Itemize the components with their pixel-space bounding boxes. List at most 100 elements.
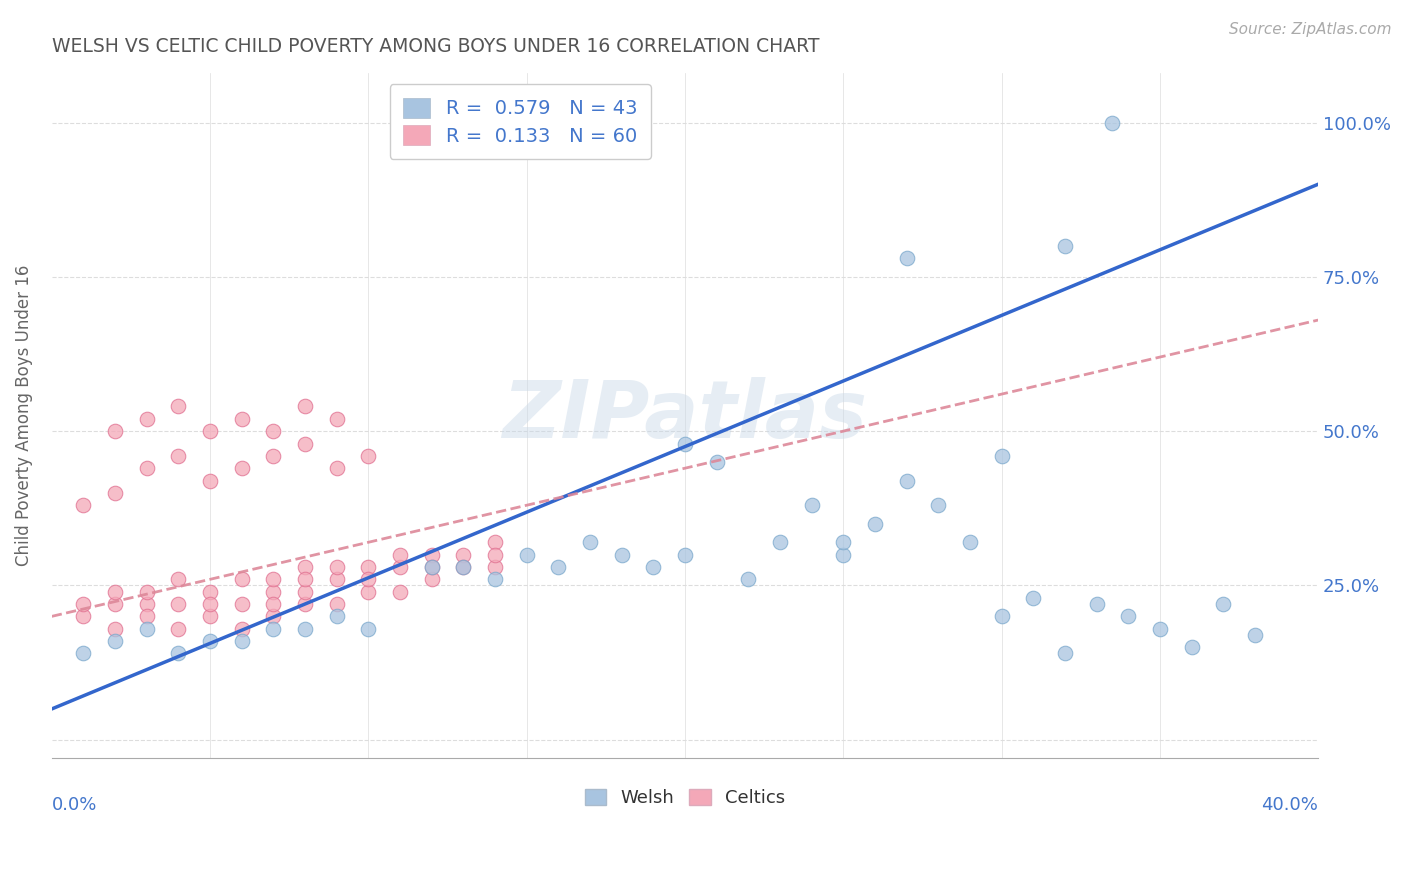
Point (484, 572, 506, 586)
Point (1180, 640, 1202, 655)
Point (325, 412, 347, 426)
Point (231, 572, 253, 586)
Point (420, 560, 443, 574)
Point (388, 548, 411, 562)
Point (357, 572, 380, 586)
Point (198, 597, 221, 611)
Point (104, 584, 127, 599)
Point (167, 597, 190, 611)
Point (104, 634, 127, 648)
Point (262, 622, 284, 636)
Point (167, 622, 190, 636)
Point (135, 597, 157, 611)
Point (294, 597, 316, 611)
Point (262, 424, 284, 438)
Point (325, 560, 347, 574)
Point (832, 548, 855, 562)
Point (104, 424, 127, 438)
Point (262, 597, 284, 611)
Point (198, 584, 221, 599)
Point (990, 449, 1012, 463)
Point (420, 572, 443, 586)
Point (72, 498, 94, 512)
Point (72, 597, 94, 611)
Point (294, 560, 316, 574)
Point (135, 609, 157, 624)
Point (420, 548, 443, 562)
Point (294, 584, 316, 599)
Point (1243, 628, 1265, 642)
Point (231, 412, 253, 426)
Point (673, 548, 696, 562)
Point (104, 486, 127, 500)
Point (198, 424, 221, 438)
Point (231, 597, 253, 611)
Point (294, 436, 316, 450)
Point (167, 449, 190, 463)
Point (388, 584, 411, 599)
Point (643, 560, 665, 574)
Point (104, 622, 127, 636)
Point (231, 461, 253, 475)
Point (800, 498, 823, 512)
Point (72, 647, 94, 661)
Point (706, 455, 728, 469)
Point (484, 535, 506, 549)
Point (1101, 115, 1123, 129)
Point (135, 622, 157, 636)
Point (262, 584, 284, 599)
Point (769, 535, 792, 549)
Point (1116, 609, 1139, 624)
Point (231, 622, 253, 636)
Point (388, 560, 411, 574)
Point (737, 572, 759, 586)
Point (135, 584, 157, 599)
Point (959, 535, 981, 549)
Legend: Welsh, Celtics: Welsh, Celtics (578, 781, 793, 814)
Point (198, 474, 221, 488)
Text: Source: ZipAtlas.com: Source: ZipAtlas.com (1229, 22, 1392, 37)
Point (72, 609, 94, 624)
Point (863, 516, 886, 531)
Point (294, 572, 316, 586)
Point (357, 449, 380, 463)
Point (927, 498, 949, 512)
Point (896, 252, 918, 266)
Point (262, 609, 284, 624)
Point (325, 461, 347, 475)
Point (484, 560, 506, 574)
Point (547, 560, 569, 574)
Point (420, 560, 443, 574)
Point (1212, 597, 1234, 611)
Text: WELSH VS CELTIC CHILD POVERTY AMONG BOYS UNDER 16 CORRELATION CHART: WELSH VS CELTIC CHILD POVERTY AMONG BOYS… (52, 37, 820, 56)
Point (453, 560, 475, 574)
Point (198, 634, 221, 648)
Point (135, 412, 157, 426)
Text: ZIPatlas: ZIPatlas (502, 376, 868, 455)
Point (294, 400, 316, 414)
Point (325, 572, 347, 586)
Point (231, 634, 253, 648)
Point (262, 572, 284, 586)
Point (262, 449, 284, 463)
Point (453, 548, 475, 562)
Point (198, 609, 221, 624)
Point (167, 572, 190, 586)
Point (673, 436, 696, 450)
Point (104, 597, 127, 611)
Text: 0.0%: 0.0% (52, 796, 97, 814)
Point (516, 548, 538, 562)
Point (357, 622, 380, 636)
Point (832, 535, 855, 549)
Point (325, 609, 347, 624)
Point (167, 400, 190, 414)
Point (294, 622, 316, 636)
Point (1053, 239, 1076, 253)
Point (610, 548, 633, 562)
Point (1022, 591, 1045, 605)
Point (484, 548, 506, 562)
Point (325, 597, 347, 611)
Point (1085, 597, 1108, 611)
Point (167, 647, 190, 661)
Point (135, 461, 157, 475)
